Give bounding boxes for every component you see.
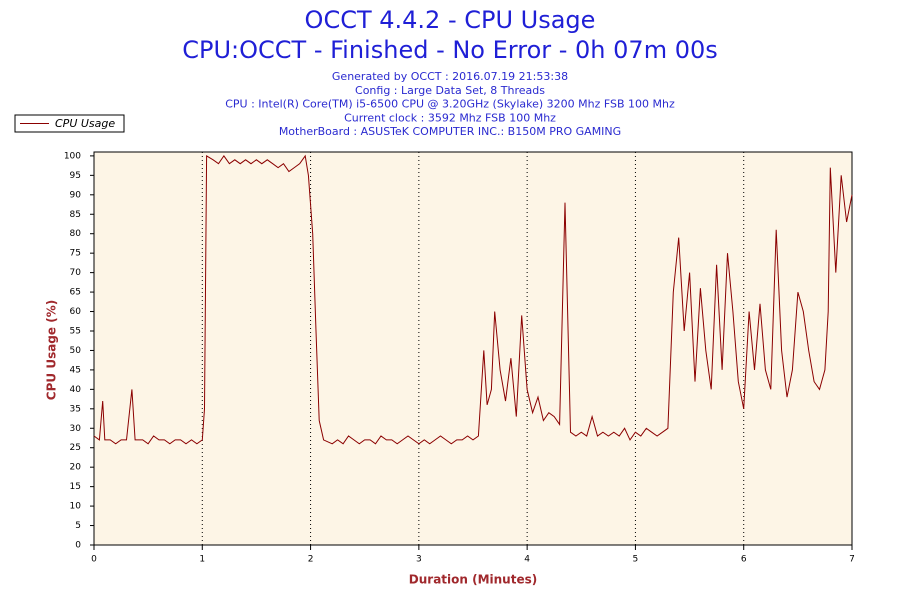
data-line: [93, 154, 853, 445]
legend-box: [14, 114, 125, 133]
x-tick-label: 6: [741, 555, 747, 565]
y-tick-label: 85: [70, 210, 81, 220]
info-line: MotherBoard : ASUSTeK COMPUTER INC.: B15…: [279, 125, 621, 138]
chart-title: OCCT 4.4.2 - CPU Usage: [305, 6, 596, 34]
y-tick-label: 50: [70, 346, 82, 356]
y-tick-label: 80: [70, 229, 82, 239]
x-tick-label: 7: [849, 555, 855, 565]
y-tick-label: 40: [70, 385, 82, 395]
info-line: CPU : Intel(R) Core(TM) i5-6500 CPU @ 3.…: [225, 98, 675, 111]
y-tick-label: 45: [70, 365, 81, 375]
y-tick-label: 15: [70, 482, 81, 492]
y-tick-label: 5: [75, 521, 81, 531]
y-tick-label: 30: [70, 424, 82, 434]
x-tick-label: 2: [308, 555, 314, 565]
y-tick-label: 90: [70, 190, 82, 200]
x-tick-label: 4: [524, 555, 530, 565]
y-tick-label: 55: [70, 326, 81, 336]
info-line: Config : Large Data Set, 8 Threads: [355, 84, 545, 97]
x-tick-label: 3: [416, 555, 422, 565]
x-tick-label: 0: [91, 555, 97, 565]
plot-area: [93, 151, 853, 546]
y-axis-title: CPU Usage (%): [45, 300, 59, 400]
y-tick-label: 0: [75, 541, 81, 551]
info-line: Current clock : 3592 Mhz FSB 100 Mhz: [344, 111, 556, 124]
y-tick-label: 100: [64, 151, 81, 161]
y-tick-label: 35: [70, 404, 81, 414]
y-tick-label: 65: [70, 288, 81, 298]
y-tick-label: 75: [70, 249, 81, 259]
x-tick-label: 1: [199, 555, 205, 565]
y-tick-label: 20: [70, 463, 82, 473]
y-tick-label: 70: [70, 268, 82, 278]
x-tick-label: 5: [633, 555, 639, 565]
info-line: Generated by OCCT : 2016.07.19 21:53:38: [332, 70, 568, 83]
y-tick-label: 95: [70, 171, 81, 181]
y-tick-label: 10: [70, 502, 82, 512]
y-tick-label: 25: [70, 443, 81, 453]
chart-subtitle: CPU:OCCT - Finished - No Error - 0h 07m …: [182, 36, 718, 64]
legend-label: CPU Usage: [55, 117, 115, 130]
y-tick-label: 60: [70, 307, 82, 317]
x-axis-title: Duration (Minutes): [409, 573, 537, 587]
